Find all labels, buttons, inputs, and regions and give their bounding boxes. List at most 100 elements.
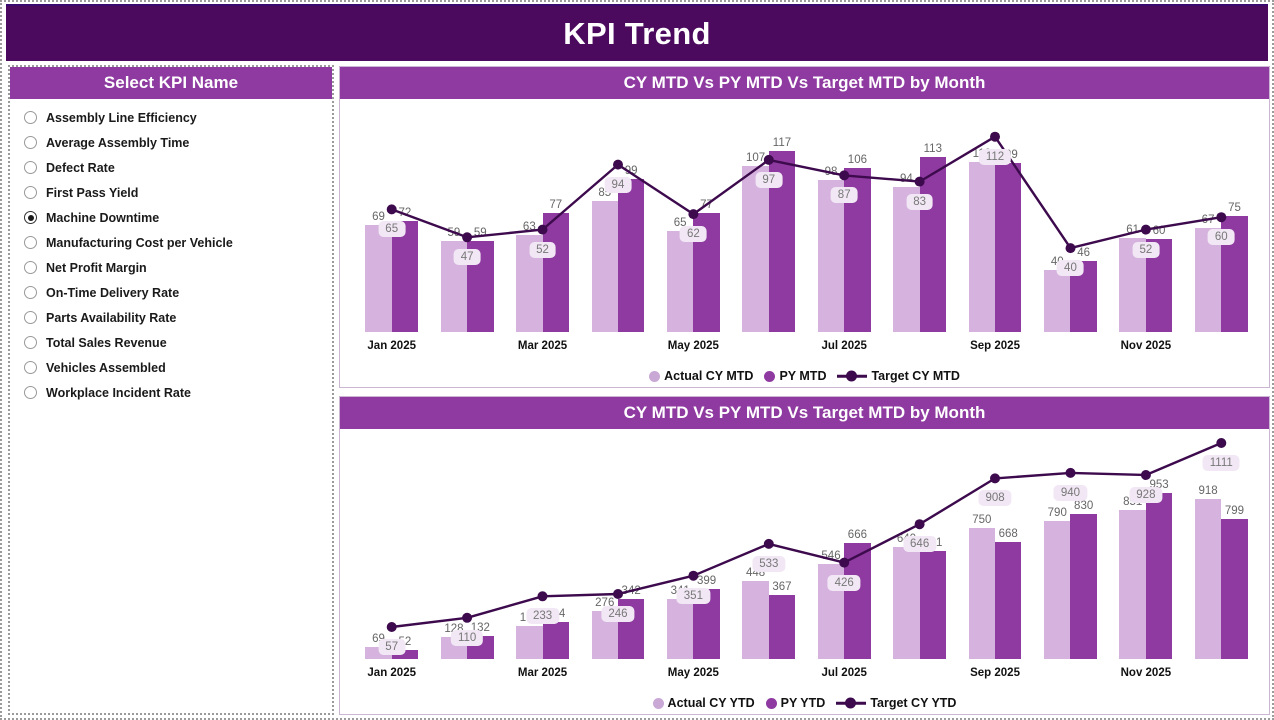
kpi-item-label: Defect Rate (46, 160, 115, 175)
kpi-radio-item[interactable]: Net Profit Margin (24, 255, 332, 280)
slicer-header: Select KPI Name (10, 67, 332, 99)
month-bar-group[interactable]: 851953 (1119, 479, 1173, 659)
kpi-item-label: Manufacturing Cost per Vehicle (46, 235, 233, 250)
kpi-radio-item[interactable]: Manufacturing Cost per Vehicle (24, 230, 332, 255)
bar-py[interactable]: 666 (844, 529, 871, 659)
chart-title-mtd: CY MTD Vs PY MTD Vs Target MTD by Month (623, 73, 986, 92)
radio-icon[interactable] (24, 336, 37, 349)
page-title-bar: KPI Trend (6, 4, 1268, 61)
radio-icon[interactable] (24, 261, 37, 274)
legend-mtd: Actual CY MTD PY MTD Target CY MTD (340, 369, 1269, 383)
bar-actual[interactable]: 640 (893, 533, 920, 659)
bar-py[interactable]: 77 (542, 199, 569, 332)
kpi-radio-item[interactable]: Workplace Incident Rate (24, 380, 332, 405)
target-marker (990, 473, 1000, 484)
bar-actual[interactable]: 85 (591, 187, 618, 332)
legend-label: Actual CY YTD (667, 696, 755, 710)
bar-py[interactable]: 830 (1070, 500, 1097, 659)
chart-title-ytd: CY MTD Vs PY MTD Vs Target MTD by Month (623, 403, 986, 422)
month-bar-group[interactable]: 69 72 (365, 207, 419, 332)
target-marker (763, 538, 774, 549)
legend-item[interactable]: Target CY MTD (837, 369, 959, 383)
bar-value-label: 99 (624, 164, 638, 177)
radio-icon[interactable] (24, 111, 37, 124)
bar-py[interactable]: 668 (995, 528, 1022, 659)
x-axis-tick-label: Jan 2025 (367, 340, 417, 352)
bar-actual[interactable]: 918 (1194, 485, 1222, 659)
radio-icon[interactable] (24, 286, 37, 299)
bar-value-label: 94 (900, 172, 913, 185)
kpi-radio-item[interactable]: Vehicles Assembled (24, 355, 332, 380)
month-bar-group[interactable]: 191214 (516, 608, 569, 659)
bar-py[interactable]: 621 (919, 537, 946, 659)
target-marker (1065, 243, 1076, 254)
bar-py[interactable]: 799 (1221, 505, 1248, 659)
month-bar-group[interactable]: 85 99 (591, 165, 645, 332)
legend-swatch-icon (764, 370, 776, 382)
kpi-radio-item[interactable]: Average Assembly Time (24, 130, 332, 155)
kpi-radio-item[interactable]: Total Sales Revenue (24, 330, 332, 355)
bar-py[interactable]: 367 (768, 581, 796, 659)
radio-icon[interactable] (24, 236, 37, 249)
kpi-radio-item[interactable]: Defect Rate (24, 155, 332, 180)
bar-value-label: 77 (549, 198, 563, 211)
legend-item[interactable]: PY MTD (764, 369, 826, 383)
x-axis-tick-label: Sep 2025 (970, 340, 1020, 352)
radio-icon[interactable] (24, 386, 37, 399)
bar-value-label: 72 (398, 206, 412, 219)
legend-label: PY YTD (780, 696, 826, 710)
bar-actual[interactable]: 750 (968, 514, 996, 659)
month-bar-group[interactable]: 750 668 (968, 514, 1022, 659)
legend-item[interactable]: Actual CY MTD (649, 369, 753, 383)
radio-icon[interactable] (24, 161, 37, 174)
kpi-radio-item[interactable]: Machine Downtime (24, 205, 332, 230)
bar-actual[interactable]: 448 (742, 567, 769, 659)
kpi-radio-item[interactable]: On-Time Delivery Rate (24, 280, 332, 305)
legend-item[interactable]: Actual CY YTD (652, 696, 755, 710)
month-bar-group[interactable]: 448 367 (742, 567, 796, 659)
bar-py[interactable]: 953 (1145, 479, 1173, 659)
bar-py[interactable]: 109 (995, 149, 1022, 332)
legend-ytd: Actual CY YTD PY YTD Target CY YTD (340, 696, 1269, 710)
target-value-label: 87 (830, 187, 858, 204)
bar-actual[interactable]: 341 (666, 585, 694, 659)
kpi-item-label: Vehicles Assembled (46, 360, 166, 375)
kpi-item-label: Net Profit Margin (46, 260, 147, 275)
month-bar-group[interactable]: 640621 (893, 533, 946, 659)
kpi-radio-item[interactable]: Assembly Line Efficiency (24, 105, 332, 130)
bar-actual[interactable]: 790 (1044, 507, 1071, 659)
target-value-label: 97 (755, 171, 783, 188)
bar-actual[interactable]: 69 (365, 211, 392, 332)
bar-actual[interactable]: 110 (968, 148, 996, 332)
bar-py[interactable]: 214 (542, 608, 569, 659)
bar-actual[interactable]: 107 (742, 152, 769, 332)
bar-actual[interactable]: 40 (1044, 256, 1071, 332)
radio-icon[interactable] (24, 136, 37, 149)
bar-actual[interactable]: 191 (516, 612, 543, 659)
bar-actual[interactable]: 65 (666, 217, 694, 332)
target-line (391, 441, 1222, 629)
kpi-radio-item[interactable]: First Pass Yield (24, 180, 332, 205)
radio-icon[interactable] (24, 361, 37, 374)
legend-item[interactable]: Target CY YTD (836, 696, 956, 710)
radio-icon[interactable] (24, 311, 37, 324)
bar-value-label: 60 (1152, 225, 1166, 238)
bar-py[interactable]: 113 (919, 143, 946, 332)
target-value-label: 928 (1129, 486, 1163, 503)
bar-py[interactable]: 99 (617, 165, 645, 332)
kpi-radio-item[interactable]: Parts Availability Rate (24, 305, 332, 330)
month-bar-group[interactable]: 63 77 (516, 199, 569, 332)
month-bar-group[interactable]: 94 113 (893, 143, 946, 332)
month-bar-group[interactable]: 110109 (968, 148, 1022, 332)
bar-value-label: 59 (473, 226, 487, 239)
chart-header-ytd: CY MTD Vs PY MTD Vs Target MTD by Month (340, 397, 1269, 429)
target-value-label: 94 (604, 176, 632, 193)
month-bar-group[interactable]: 918 799 (1194, 485, 1248, 659)
month-bar-group[interactable]: 790 830 (1044, 500, 1097, 659)
x-axis-tick-label: Jul 2025 (821, 667, 867, 679)
month-bar-group[interactable]: 546 666 (817, 529, 871, 659)
radio-icon[interactable] (24, 186, 37, 199)
bar-actual[interactable]: 851 (1119, 496, 1146, 659)
legend-item[interactable]: PY YTD (765, 696, 826, 710)
radio-selected-icon[interactable] (24, 211, 37, 224)
